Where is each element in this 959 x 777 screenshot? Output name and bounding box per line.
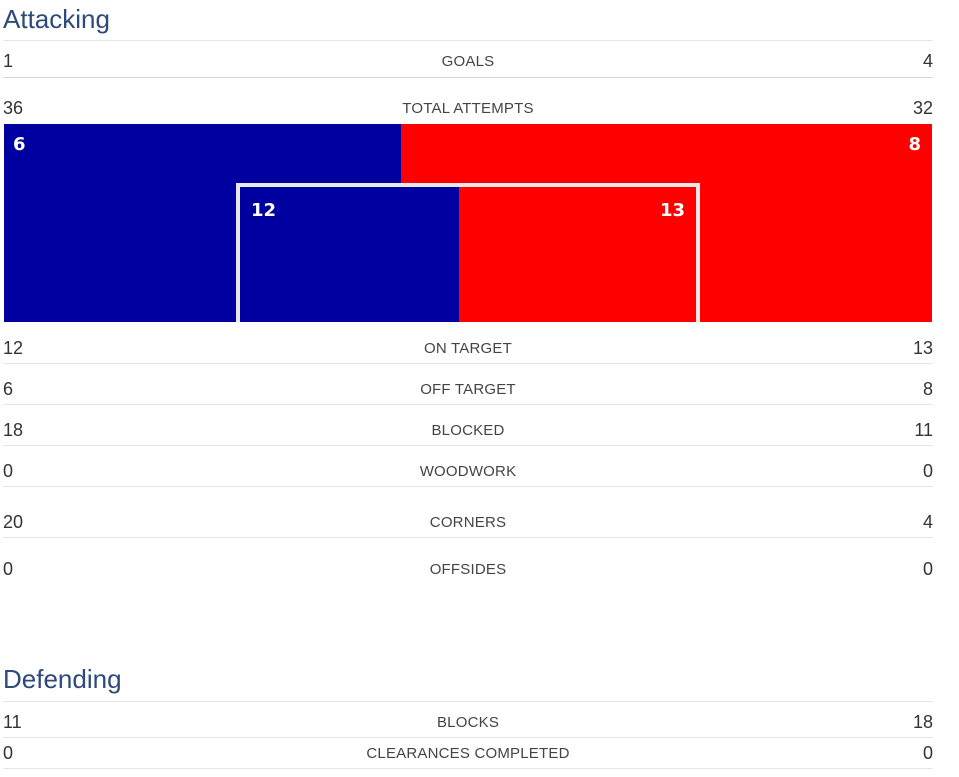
stat-home-value: 0 <box>3 461 14 481</box>
stat-away-value: 0 <box>922 559 933 579</box>
divider <box>3 537 933 538</box>
stat-home-value: 18 <box>3 420 24 440</box>
on-target-home-number: 12 <box>251 200 277 221</box>
off-target-away-number: 8 <box>908 134 921 155</box>
stat-away-value: 18 <box>912 712 933 732</box>
on-target-home-bar <box>240 187 459 322</box>
stat-label: ON TARGET <box>424 340 512 357</box>
stat-away-value: 4 <box>922 512 933 532</box>
stat-label: WOODWORK <box>419 463 517 480</box>
goals-home-value: 1 <box>3 51 14 71</box>
goal-frame: 12 13 <box>236 183 700 322</box>
stat-home-value: 11 <box>3 712 22 732</box>
total-attempts-home-value: 36 <box>3 98 24 118</box>
stat-label: BLOCKED <box>431 422 505 439</box>
divider <box>3 768 933 769</box>
goals-label: GOALS <box>441 53 495 70</box>
stat-home-value: 12 <box>3 338 24 358</box>
attacking-title: Attacking <box>3 4 110 34</box>
divider <box>3 701 933 702</box>
stat-home-value: 20 <box>3 512 24 532</box>
divider <box>3 486 933 487</box>
on-target-away-bar <box>459 187 696 322</box>
stat-label: CORNERS <box>429 514 507 531</box>
stat-home-value: 6 <box>3 379 14 399</box>
divider <box>3 363 933 364</box>
stat-away-value: 0 <box>922 461 933 481</box>
divider <box>3 445 933 446</box>
attempts-graphic: 6 8 12 13 <box>4 124 932 322</box>
goal-inner: 12 13 <box>240 187 696 322</box>
stat-home-value: 0 <box>3 743 14 763</box>
off-target-home-number: 6 <box>13 134 26 155</box>
goals-away-value: 4 <box>922 51 933 71</box>
total-attempts-label: TOTAL ATTEMPTS <box>402 100 534 117</box>
stat-label: OFFSIDES <box>429 561 507 578</box>
divider <box>3 404 933 405</box>
stat-away-value: 0 <box>922 743 933 763</box>
divider <box>3 77 933 78</box>
divider <box>3 40 933 41</box>
on-target-away-number: 13 <box>659 200 685 221</box>
stat-label: CLEARANCES COMPLETED <box>366 745 570 762</box>
stat-away-value: 13 <box>912 338 933 358</box>
defending-title: Defending <box>3 664 122 694</box>
stat-home-value: 0 <box>3 559 14 579</box>
total-attempts-away-value: 32 <box>912 98 933 118</box>
stat-label: OFF TARGET <box>420 381 516 398</box>
stat-away-value: 8 <box>922 379 933 399</box>
stat-label: BLOCKS <box>436 714 500 731</box>
divider <box>3 737 933 738</box>
stat-away-value: 11 <box>914 420 933 440</box>
